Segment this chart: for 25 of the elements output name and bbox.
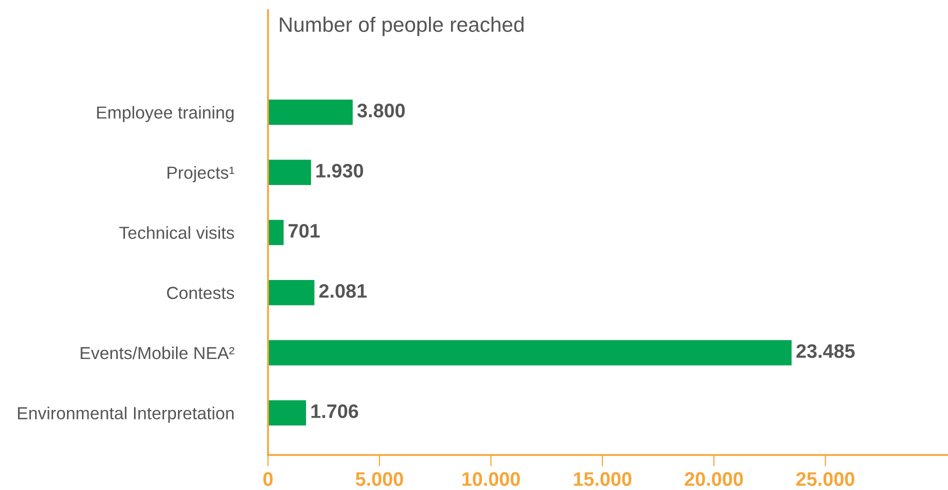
data-label: 1.706 (311, 404, 358, 418)
x-tick-label: 5.000 (356, 472, 404, 486)
bar (268, 100, 353, 125)
bar (268, 340, 792, 366)
y-tick-label: Environmental Interpretation (18, 406, 234, 423)
y-tick-label: Projects¹ (168, 166, 234, 182)
bar (268, 160, 312, 185)
x-axis-title: Number of people reached (280, 16, 524, 36)
y-tick-label: Contests (167, 286, 234, 300)
data-label: 3.800 (357, 104, 405, 118)
y-tick-label: Technical visits (119, 226, 234, 239)
x-tick-label: 25.000 (796, 472, 854, 486)
y-tick-label: Events/Mobile NEA² (80, 346, 234, 360)
data-label: 701 (288, 224, 320, 238)
data-label: 23.485 (796, 344, 855, 358)
data-label: 2.081 (319, 284, 367, 298)
x-tick-label: 20.000 (684, 472, 743, 486)
y-tick-label: Employee training (97, 106, 234, 122)
x-tick-label: 15.000 (574, 472, 632, 486)
data-label: 1.930 (316, 164, 364, 178)
bar (268, 400, 306, 426)
bar (268, 220, 284, 246)
x-tick-label: 10.000 (462, 472, 520, 486)
bar (268, 280, 314, 306)
x-tick-label: 0 (263, 472, 273, 486)
